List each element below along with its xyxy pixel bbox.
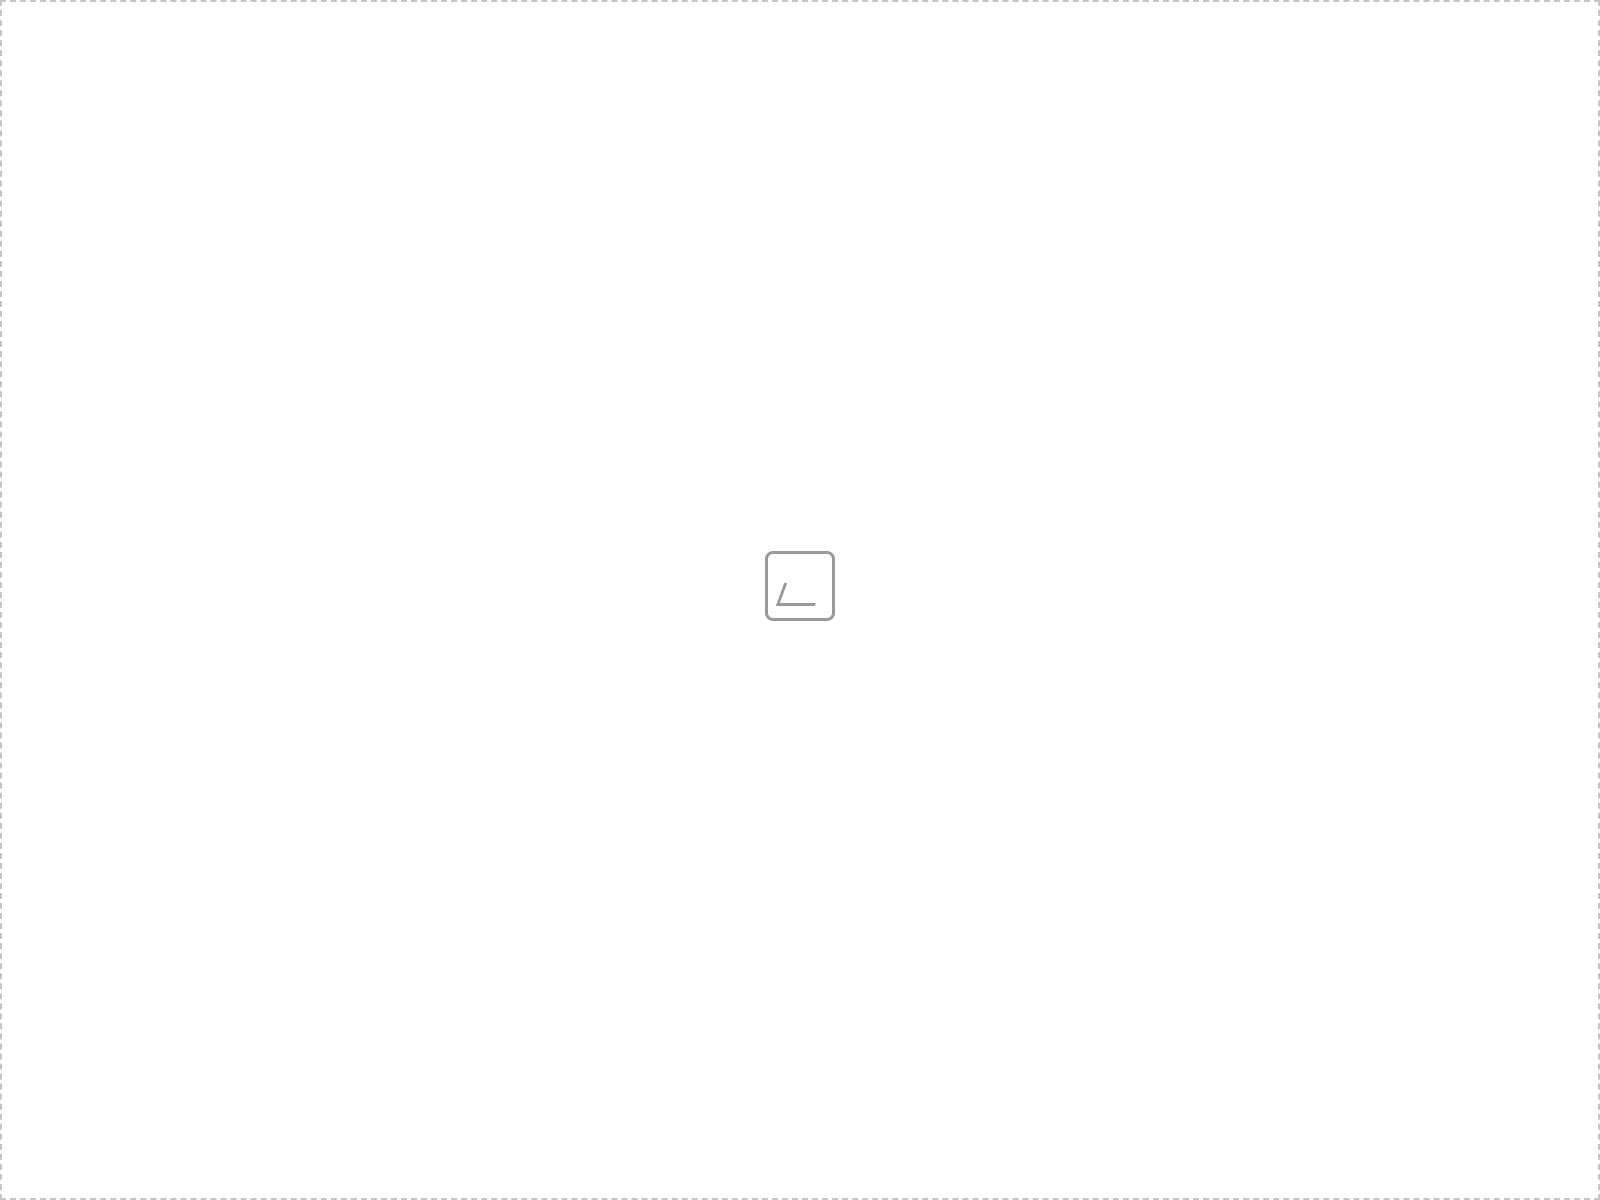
image-missing-icon <box>765 550 835 621</box>
placeholder-notice <box>765 550 835 650</box>
